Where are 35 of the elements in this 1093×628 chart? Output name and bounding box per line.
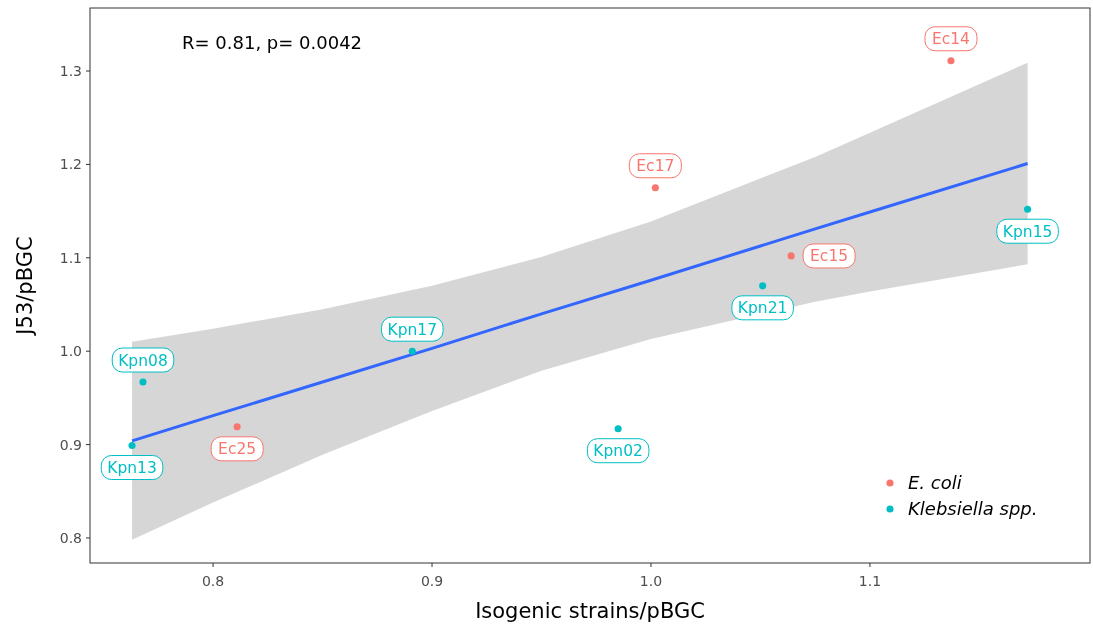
point (1024, 205, 1032, 213)
annotation: Ec14 (931, 30, 970, 49)
point (787, 252, 795, 260)
y-tick-label: 0.8 (59, 529, 82, 546)
point (408, 347, 416, 355)
y-tick-label: 1.1 (59, 249, 82, 266)
point (139, 378, 147, 386)
y-tick-label: 1.2 (59, 156, 82, 173)
legend-label: Klebsiella spp. (908, 498, 1038, 519)
annotation: Kpn02 (593, 442, 643, 461)
point (233, 423, 241, 431)
annotation: Kpn21 (737, 299, 788, 318)
point (947, 57, 955, 65)
annotation: Kpn13 (107, 459, 157, 478)
annotation: Kpn15 (1002, 222, 1053, 241)
point (651, 184, 659, 192)
annotation: Ec25 (218, 440, 257, 459)
x-axis-title: Isogenic strains/pBGC (475, 599, 705, 623)
point (614, 425, 622, 433)
annotation: Kpn17 (387, 320, 438, 339)
y-tick-label: 1.0 (59, 343, 82, 360)
legend-label: E. coli (908, 472, 962, 493)
y-axis-title: J53/pBGC (13, 236, 37, 337)
x-tick-label: 0.8 (201, 573, 225, 589)
y-tick-label: 0.9 (59, 436, 82, 453)
point (128, 441, 136, 450)
annotation: R= 0.81, p= 0.0042 (182, 32, 363, 53)
x-tick-label: 1.1 (858, 573, 882, 589)
x-tick-label: 0.9 (420, 573, 444, 589)
x-tick-label: 1.0 (639, 573, 663, 589)
annotation: Ec17 (636, 157, 675, 176)
annotation: Kpn08 (118, 351, 168, 370)
annotation: Ec15 (810, 247, 849, 266)
y-tick-label: 1.3 (59, 63, 82, 80)
point (759, 282, 767, 290)
